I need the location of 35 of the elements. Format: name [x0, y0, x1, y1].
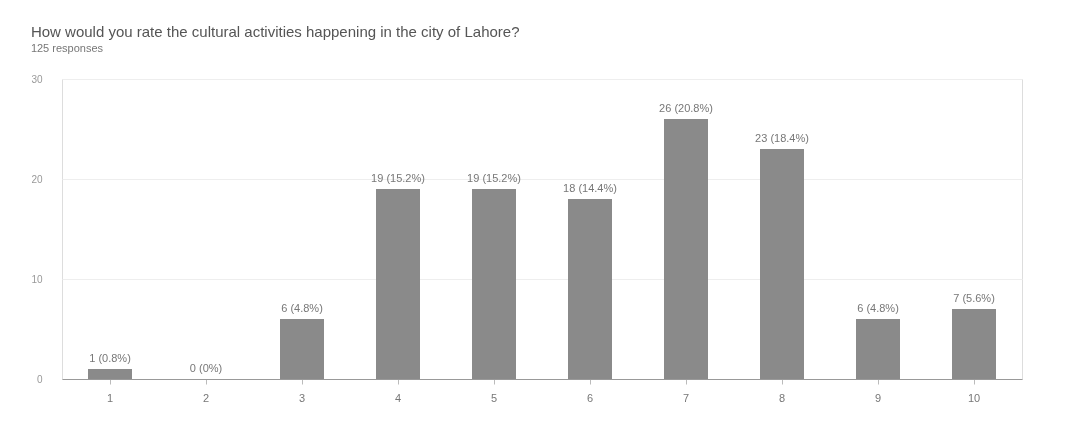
- bar: [760, 149, 804, 379]
- x-tick-label: 7: [682, 391, 690, 404]
- x-tick-label: 8: [778, 391, 786, 404]
- bar: [376, 189, 420, 379]
- y-tick-label: 10: [31, 273, 43, 285]
- y-tick-label: 30: [31, 73, 43, 85]
- y-tick-label: 20: [31, 173, 43, 185]
- data-label: 6 (4.8%): [857, 302, 899, 314]
- data-label: 26 (20.8%): [659, 102, 713, 114]
- data-label: 6 (4.8%): [281, 302, 323, 314]
- bar: [664, 119, 708, 379]
- x-tick-label: 9: [874, 391, 882, 404]
- data-label: 7 (5.6%): [953, 292, 995, 304]
- data-label: 18 (14.4%): [563, 182, 617, 194]
- bar: [856, 319, 900, 379]
- chart-title: How would you rate the cultural activities happening in the city of Lahore?: [30, 23, 520, 40]
- bar: [952, 309, 996, 379]
- y-tick-label: 0: [36, 373, 43, 385]
- x-tick-label: 10: [967, 391, 981, 404]
- bar: [568, 199, 612, 379]
- data-label: 19 (15.2%): [467, 172, 521, 184]
- data-label: 0 (0%): [189, 362, 223, 374]
- x-tick-label: 6: [586, 391, 594, 404]
- data-label: 23 (18.4%): [755, 132, 809, 144]
- data-label: 1 (0.8%): [89, 352, 131, 364]
- chart-subtitle: 125 responses: [30, 42, 104, 54]
- x-tick-label: 1: [106, 391, 114, 404]
- bar: [280, 319, 324, 379]
- bar: [88, 369, 132, 379]
- bar: [472, 189, 516, 379]
- x-tick-label: 3: [298, 391, 306, 404]
- x-tick-label: 4: [394, 391, 402, 404]
- x-tick-label: 2: [202, 391, 210, 404]
- x-tick-label: 5: [490, 391, 498, 404]
- data-label: 19 (15.2%): [371, 172, 425, 184]
